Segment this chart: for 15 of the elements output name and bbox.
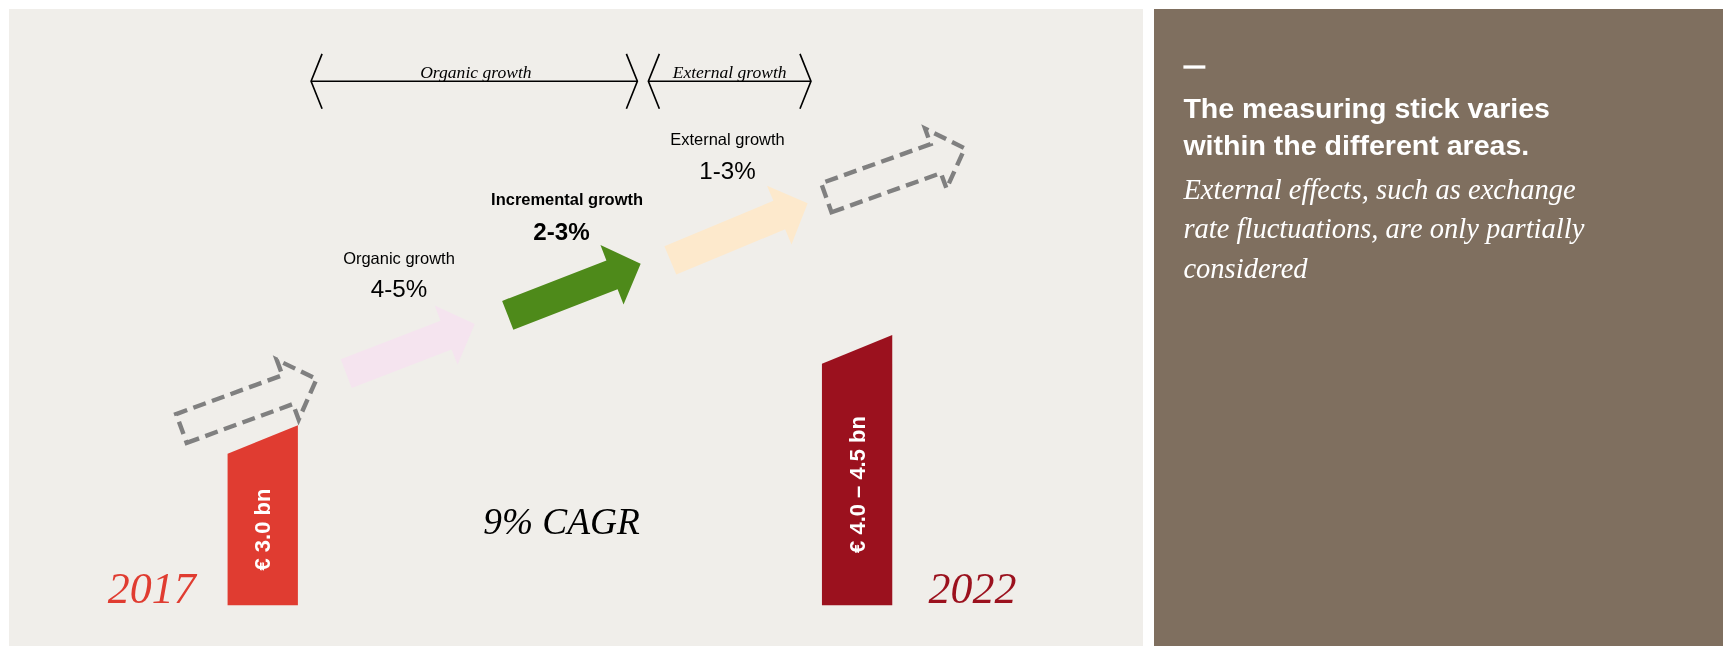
data-label: € 4.0 – 4.5 bn [844, 416, 870, 553]
text: 4-5% [370, 274, 428, 302]
data-label: € 3.0 bn [250, 488, 276, 571]
text: 2-3% [533, 217, 590, 245]
text: Organic growth [343, 248, 455, 267]
chart-subtitle: External effects, such as exchange rate fluctuations, are only partially considered [1182, 173, 1585, 284]
x-tick-label: 2022 [928, 564, 1017, 614]
text: External growth [671, 62, 787, 82]
chart-title: The measuring stick varies within the different areas. [1182, 91, 1550, 161]
x-tick-label: 2017 [107, 564, 198, 614]
text: External growth [670, 130, 785, 149]
annotation: 9% CAGR [483, 500, 641, 542]
text: Incremental growth [491, 190, 644, 209]
text: 1-3% [699, 157, 756, 185]
text: Organic growth [420, 62, 532, 82]
